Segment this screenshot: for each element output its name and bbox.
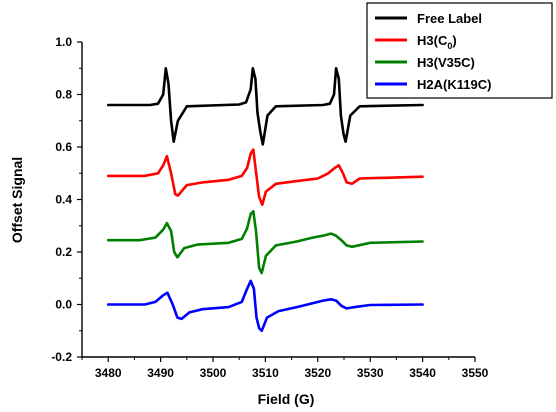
y-tick-label: 0.0 — [55, 298, 72, 312]
legend-label: H3(V35C) — [417, 55, 475, 70]
y-tick-label: 0.6 — [55, 140, 72, 154]
y-axis-title: Offset Signal — [9, 157, 25, 243]
x-tick-label: 3520 — [304, 366, 331, 380]
x-tick-label: 3480 — [95, 366, 122, 380]
series-layer — [106, 67, 424, 333]
series-line-3 — [106, 210, 424, 275]
y-tick-label: 0.4 — [55, 193, 72, 207]
x-axis-title: Field (G) — [258, 391, 315, 407]
y-tick-label: 1.0 — [55, 35, 72, 49]
ticks-layer: 3480 3490 3500 3510 3520 3530 3540 3550 -0.2 0.0 0… — [51, 35, 488, 380]
y-tick-label: 0.8 — [55, 88, 72, 102]
x-tick-label: 3490 — [147, 366, 174, 380]
y-tick-label: 0.2 — [55, 245, 72, 259]
legend-label: H3(C0) — [417, 33, 457, 51]
x-tick-label: 3530 — [357, 366, 384, 380]
y-tick-label: -0.2 — [51, 350, 72, 364]
legend: Free Label H3(C0) H3(V35C) H2A(K119C) — [366, 2, 553, 99]
x-tick-label: 3550 — [462, 366, 489, 380]
legend-label: Free Label — [417, 11, 482, 26]
x-tick-label: 3500 — [200, 366, 227, 380]
x-tick-label: 3540 — [409, 366, 436, 380]
series-line-4 — [106, 279, 424, 333]
series-line-1 — [106, 67, 424, 146]
legend-label: H2A(K119C) — [417, 77, 491, 92]
x-tick-label: 3510 — [252, 366, 279, 380]
series-line-2 — [106, 148, 424, 206]
